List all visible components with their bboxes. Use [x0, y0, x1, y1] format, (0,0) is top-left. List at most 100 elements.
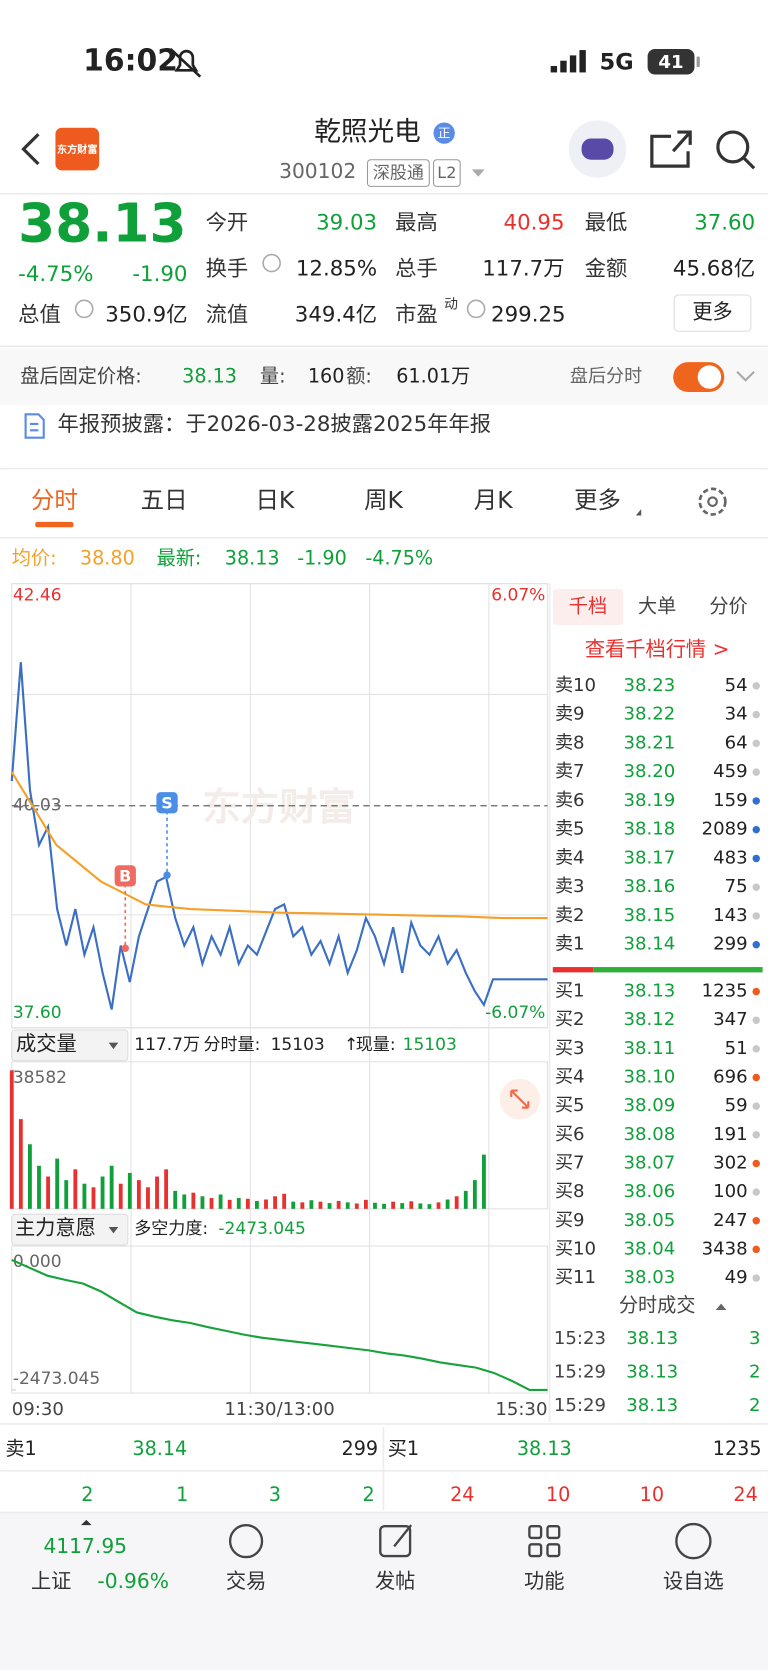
level-price: 38.17 [623, 847, 675, 868]
level-label: 买6 [555, 1124, 585, 1145]
marker-box [156, 792, 178, 814]
sell-count: 2 [81, 1483, 93, 1506]
tab[interactable]: 五日 [141, 486, 188, 514]
index-value[interactable]: 4117.95 [43, 1534, 127, 1558]
level-price: 38.10 [623, 1067, 675, 1088]
volume-bar [345, 1202, 350, 1209]
nav-item[interactable]: 设自选 [663, 1569, 724, 1593]
level-label: 买9 [555, 1210, 585, 1231]
change-pct: -4.75% [18, 262, 93, 287]
tab[interactable]: 周K [364, 486, 403, 514]
bottom-sell-price: 38.14 [132, 1437, 187, 1460]
index-pct[interactable]: -0.96% [97, 1569, 169, 1593]
volume-selector[interactable] [11, 1029, 129, 1062]
search-icon[interactable] [716, 130, 750, 164]
stat-label: 最低 [585, 211, 628, 236]
connect-tag: 深股通 [373, 164, 424, 184]
stat-label: 金额 [585, 256, 628, 281]
stat-value: 45.68亿 [673, 256, 755, 281]
volume-bar [255, 1200, 259, 1209]
stat-value: 350.9亿 [105, 302, 187, 327]
trades-title[interactable]: 分时成交 [619, 1293, 696, 1316]
logo-text[interactable]: 东方财富 [57, 143, 97, 156]
level-price: 38.23 [623, 675, 675, 696]
level-dot [752, 1159, 760, 1168]
level-dot [752, 854, 760, 863]
force-selector-label[interactable]: 主力意愿 [15, 1216, 96, 1240]
level-dot [752, 883, 760, 891]
level-qty: 75 [725, 876, 748, 897]
stat-label: 总值 [18, 302, 61, 327]
orderbook-tab[interactable]: 分价 [709, 595, 747, 618]
force-selector[interactable] [11, 1213, 129, 1246]
dropdown-caret[interactable] [471, 169, 485, 177]
stat-value: 39.03 [316, 211, 377, 236]
y-tick-label: 40.03 [13, 796, 62, 816]
nav-item[interactable]: 交易 [226, 1569, 266, 1593]
expand-icon [510, 1089, 530, 1109]
level-qty: 302 [713, 1152, 748, 1173]
level-dot [752, 1131, 760, 1139]
battery [647, 48, 695, 75]
volume-bar [436, 1202, 441, 1209]
ah-vol-label: 量: [260, 365, 286, 388]
trade-time: 15:29 [554, 1361, 606, 1382]
chevron[interactable] [736, 370, 755, 382]
level-qty: 247 [713, 1210, 748, 1231]
level-qty: 483 [713, 847, 748, 868]
bottom-sell-qty: 299 [342, 1437, 379, 1460]
orderbook-tab-active[interactable] [552, 588, 624, 626]
level-dot [752, 1016, 760, 1024]
badge-text: 正 [438, 127, 451, 142]
ratio-sell [552, 967, 594, 973]
more-button-label[interactable]: 更多 [692, 300, 732, 324]
avg-line [10, 771, 548, 920]
level-price: 38.03 [623, 1267, 675, 1288]
volume-selector-label[interactable]: 成交量 [16, 1031, 77, 1055]
time-label: 11:30/13:00 [224, 1399, 334, 1420]
notice[interactable]: 年报预披露：于2026-03-28披露2025年年报 [58, 412, 492, 437]
level-price: 38.21 [623, 732, 675, 753]
marker-label: B [119, 866, 131, 885]
volume-bar [46, 1176, 51, 1209]
level-label: 买3 [555, 1038, 585, 1059]
volume-bar [9, 1070, 14, 1209]
level-dot [752, 768, 760, 776]
logo[interactable] [55, 127, 100, 171]
last-change: -1.90 [297, 547, 347, 570]
settings-icon[interactable] [698, 487, 727, 516]
stock-name: 乾照光电 [314, 117, 420, 148]
nav-item[interactable]: 发帖 [375, 1569, 415, 1593]
index-name[interactable]: 上证 [31, 1569, 71, 1593]
tab[interactable]: 分时 [31, 486, 78, 514]
tab[interactable]: 日K [255, 486, 294, 514]
volume-bar [463, 1190, 468, 1209]
level-label: 买2 [555, 1009, 585, 1030]
back-button[interactable] [21, 133, 40, 166]
orderbook-tab[interactable]: 大单 [638, 595, 676, 618]
volume-bar [400, 1203, 405, 1209]
stat-label: 流值 [206, 302, 249, 327]
battery-tip [696, 56, 700, 68]
stock-code: 300102 [279, 159, 356, 183]
trade-price: 38.13 [626, 1395, 678, 1416]
bottom-sell-label: 卖1 [5, 1437, 36, 1460]
trades-caret [715, 1303, 727, 1311]
tab[interactable]: 月K [474, 486, 513, 514]
info-icon [74, 299, 94, 319]
nav-item[interactable]: 功能 [524, 1569, 564, 1593]
orderbook-tab[interactable]: 千档 [569, 595, 607, 618]
y2-tick-label: 6.07% [491, 585, 545, 605]
level-dot [752, 987, 760, 996]
period-arrow: ↑ [344, 1035, 358, 1055]
now-label: 现量: [356, 1035, 396, 1055]
more-button[interactable] [673, 294, 752, 332]
orderbook-link[interactable]: 查看千档行情 > [585, 637, 730, 661]
level-label: 卖8 [555, 732, 585, 753]
level-label: 卖10 [555, 675, 596, 696]
share-icon[interactable] [650, 130, 692, 168]
tab-underline [35, 521, 74, 528]
force-label: 多空力度: [134, 1219, 208, 1239]
tab[interactable]: 更多 [574, 486, 621, 514]
